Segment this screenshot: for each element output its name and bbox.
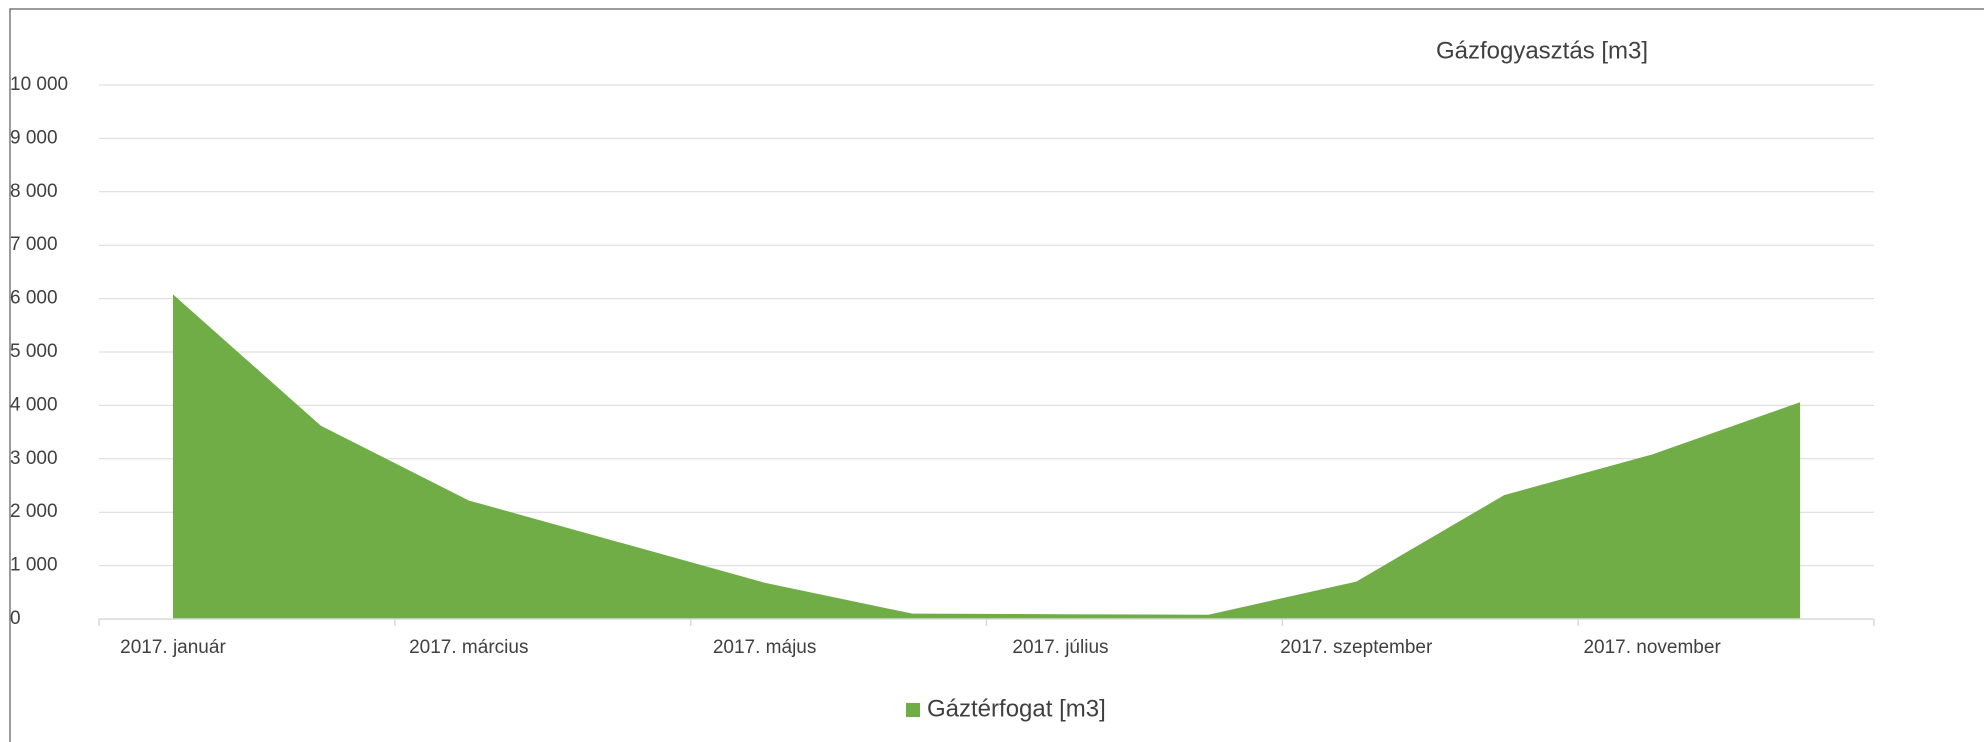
chart-frame	[9, 8, 1984, 742]
area	[172, 294, 1801, 619]
x-tick-label: 2017. március	[409, 637, 528, 658]
y-tick-label: 10 000	[10, 74, 68, 95]
x-tick-label: 2017. november	[1583, 637, 1721, 658]
legend-label: Gáztérfogat [m3]	[927, 695, 1106, 722]
legend-swatch	[906, 703, 920, 717]
x-tick-label: 2017. május	[713, 637, 817, 658]
y-tick-label: 9 000	[10, 127, 58, 148]
x-tick-label: 2017. január	[120, 637, 226, 658]
x-tick-label: 2017. szeptember	[1280, 637, 1433, 658]
y-tick-label: 3 000	[10, 448, 58, 469]
y-tick-label: 2 000	[10, 501, 58, 522]
y-tick-label: 0	[10, 608, 21, 629]
chart-title: Gázfogyasztás [m3]	[1436, 37, 1648, 64]
y-tick-label: 1 000	[10, 555, 58, 576]
x-tick-label: 2017. július	[1012, 637, 1108, 658]
y-tick-label: 4 000	[10, 394, 58, 415]
y-tick-label: 8 000	[10, 181, 58, 202]
y-tick-label: 7 000	[10, 234, 58, 255]
y-tick-label: 5 000	[10, 341, 58, 362]
y-tick-label: 6 000	[10, 288, 58, 309]
